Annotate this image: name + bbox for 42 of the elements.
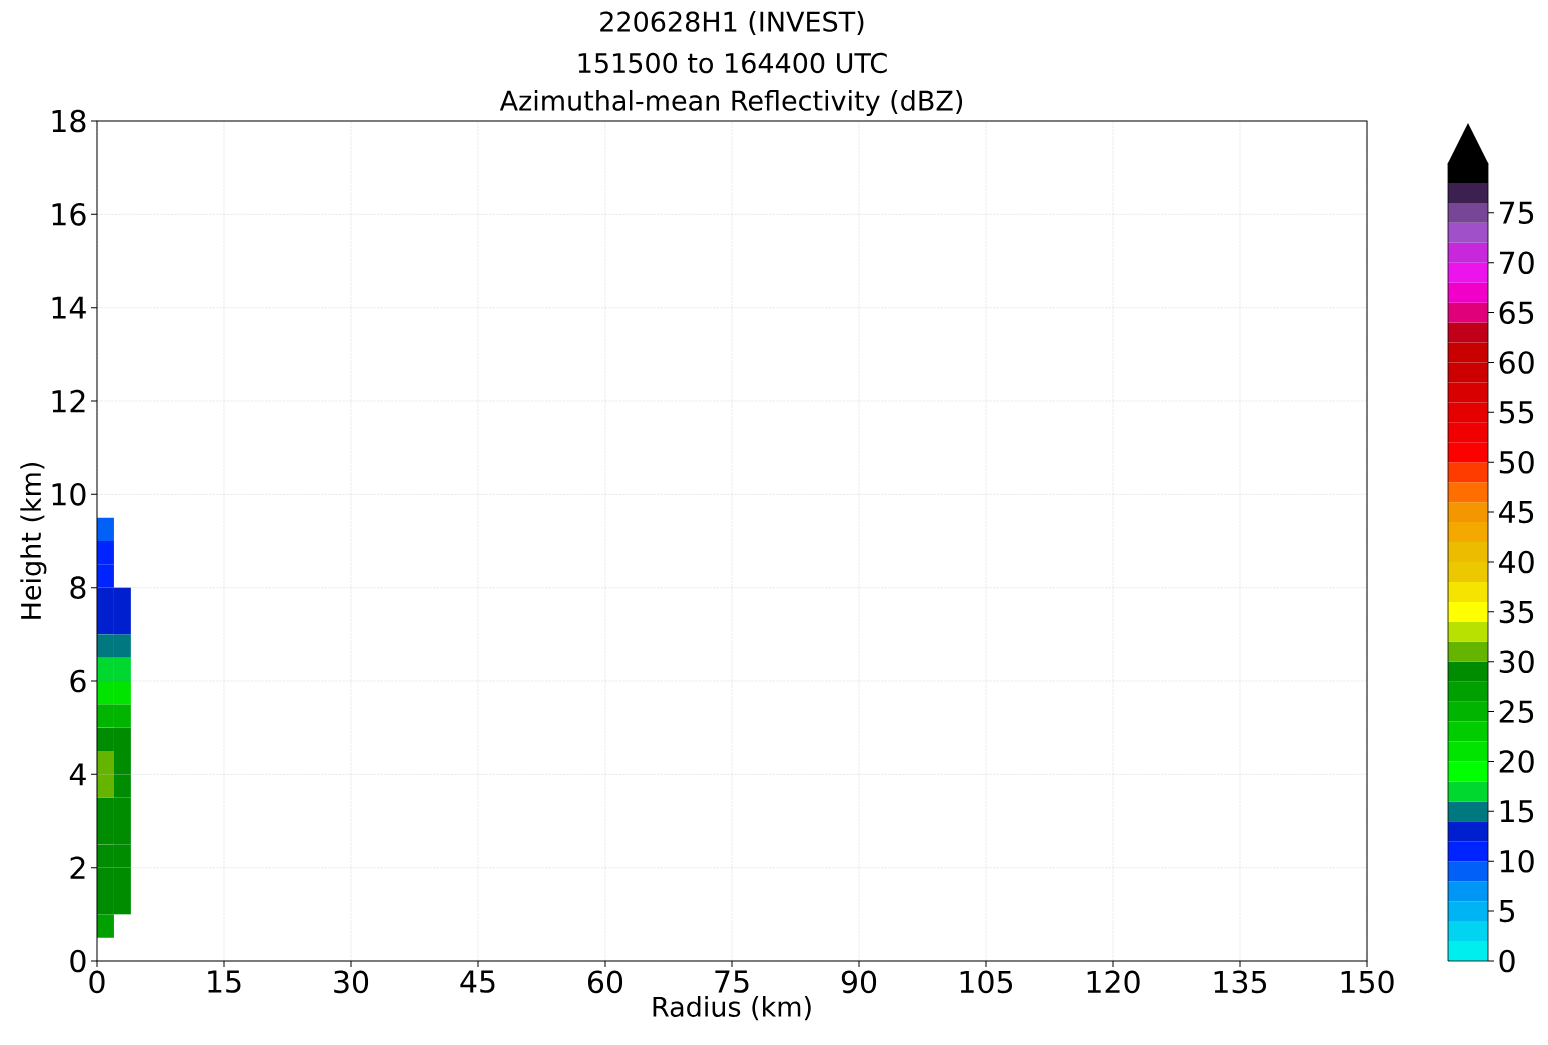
- color-bar-label: 50: [1499, 450, 1534, 474]
- y-tick-label: 4: [69, 763, 86, 786]
- color-bar-label: 20: [1499, 750, 1534, 773]
- color-bar-label: 35: [1499, 600, 1534, 624]
- color-bar-label: 40: [1499, 550, 1534, 574]
- x-tick-label: 150: [1341, 970, 1394, 994]
- color-bar-label: 75: [1500, 201, 1534, 225]
- x-tick-label: 45: [460, 970, 495, 993]
- color-bar-label: 70: [1500, 251, 1534, 275]
- color-bar-label: 25: [1499, 700, 1534, 723]
- color-bar-label: 15: [1500, 800, 1534, 823]
- color-bar-label: 55: [1499, 401, 1534, 424]
- color-bar-label: 65: [1499, 301, 1534, 324]
- x-tick-label: 135: [1214, 970, 1267, 994]
- x-tick-label: 90: [841, 970, 877, 994]
- x-tick-label: 0: [89, 970, 105, 994]
- y-tick-label: 2: [70, 856, 85, 879]
- x-tick-label: 75: [715, 970, 749, 993]
- y-tick-label: 18: [52, 109, 86, 133]
- text: Azimuthal-mean Reflectivity (dBZ): [499, 89, 963, 117]
- color-bar-label: 0: [1499, 949, 1515, 973]
- y-tick-label: 0: [70, 949, 86, 973]
- x-axis-title: Radius (km): [653, 996, 811, 1021]
- y-tick-label: 8: [70, 576, 86, 600]
- chart-subtitle: 151500 to 164400 UTC: [578, 52, 887, 74]
- y-tick-label: 16: [52, 202, 86, 226]
- x-tick-label: 30: [334, 970, 369, 994]
- y-axis-title: Height (km): [20, 462, 47, 619]
- y-tick-label: 6: [70, 669, 86, 693]
- color-bar-label: 30: [1499, 650, 1534, 674]
- y-tick-label: 14: [52, 296, 86, 319]
- x-tick-label: 105: [960, 970, 1012, 994]
- color-bar-label: 5: [1499, 899, 1515, 923]
- x-tick-label: 60: [588, 970, 623, 994]
- color-bar-label: 10: [1500, 849, 1534, 873]
- chart-title: 220628H1 (INVEST): [600, 10, 864, 36]
- y-tick-label: 12: [52, 389, 85, 413]
- x-tick-label: 15: [208, 970, 241, 993]
- color-bar-label: 45: [1499, 500, 1534, 524]
- y-tick-label: 10: [52, 482, 86, 506]
- color-bar-label: 60: [1499, 351, 1534, 374]
- x-tick-label: 120: [1087, 970, 1140, 994]
